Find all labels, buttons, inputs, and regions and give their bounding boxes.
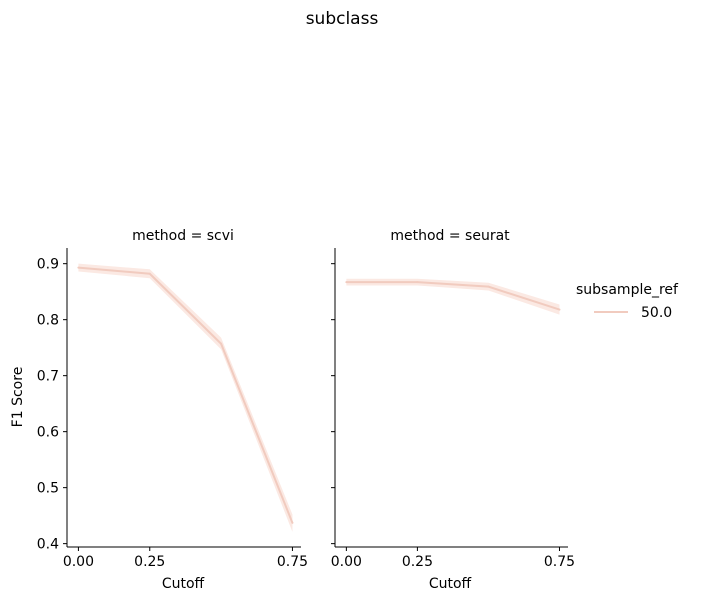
x-tick-label: 0.75 [277, 554, 308, 570]
data-point [345, 281, 348, 284]
y-tick-label: 0.8 [37, 313, 59, 329]
data-point [558, 308, 561, 311]
series-line [346, 281, 560, 311]
data-point [291, 521, 294, 524]
x-tick-label: 0.75 [544, 554, 575, 570]
data-point [148, 272, 151, 275]
y-axis-label: F1 Score [10, 367, 26, 428]
data-point [487, 285, 490, 288]
data-point [220, 342, 223, 345]
x-tick-label: 0.25 [402, 554, 433, 570]
x-tick-label: 0.00 [63, 554, 94, 570]
data-point [416, 281, 419, 284]
legend-entry-label: 50.0 [641, 305, 672, 321]
y-tick-label: 0.6 [37, 425, 59, 441]
series-line [78, 266, 294, 524]
data-point [77, 266, 80, 269]
panel-scvi: method = scvi Cutoff 0.4 0.5 0.6 0.7 0.8 0.9 0… [37, 228, 308, 592]
x-axis-label-scvi: Cutoff [162, 576, 205, 592]
y-tick-label: 0.4 [37, 537, 59, 553]
x-tick-label: 0.00 [331, 554, 362, 570]
y-tick-label: 0.5 [37, 481, 59, 497]
y-tick-label: 0.9 [37, 257, 59, 273]
x-axis-label-seurat: Cutoff [429, 576, 472, 592]
chart-title: subclass [306, 9, 379, 29]
y-tick-label: 0.7 [37, 369, 59, 385]
confidence-band [78, 263, 293, 532]
x-tick-label: 0.25 [134, 554, 165, 570]
legend: subsample_ref 50.0 [576, 282, 679, 321]
panel-title-scvi: method = scvi [132, 228, 234, 244]
panel-seurat: method = seurat Cutoff 0.00 0.25 0.75 [331, 228, 575, 592]
legend-title: subsample_ref [576, 282, 679, 298]
panel-title-seurat: method = seurat [390, 228, 510, 244]
